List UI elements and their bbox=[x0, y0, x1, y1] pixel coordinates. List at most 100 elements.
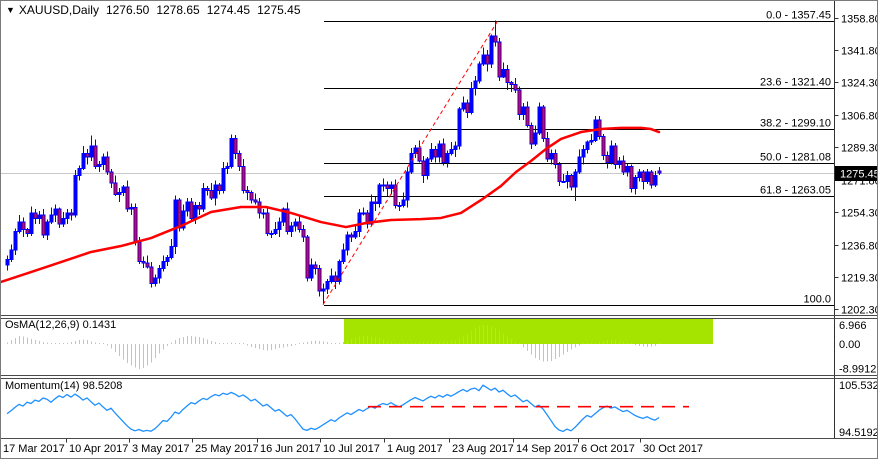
date-axis[interactable]: 17 Mar 2017 10 Apr 2017 3 May 2017 25 May 2… bbox=[1, 438, 703, 456]
candle-bull bbox=[157, 268, 162, 279]
candle-bull bbox=[429, 149, 434, 160]
candle-bull bbox=[81, 152, 86, 169]
candle-bear bbox=[93, 145, 98, 167]
candle-bear bbox=[245, 190, 250, 193]
candle-bull bbox=[449, 149, 454, 154]
candle-bull bbox=[341, 249, 346, 262]
candle-bear bbox=[137, 242, 142, 262]
fib-level-label: 23.6 - 1321.40 bbox=[760, 77, 831, 89]
candle-bull bbox=[229, 138, 234, 167]
candle-bull bbox=[169, 245, 174, 259]
candle-bull bbox=[501, 69, 506, 78]
candle-bull bbox=[413, 147, 418, 154]
candle-bear bbox=[557, 164, 562, 182]
date-axis-label: 3 May 2017 bbox=[132, 443, 189, 455]
candle-bull bbox=[457, 108, 462, 147]
candle-bull bbox=[477, 63, 482, 82]
candle-bear bbox=[441, 143, 446, 164]
price-axis-label: 1324.30 bbox=[841, 78, 878, 90]
candle-bear bbox=[505, 69, 510, 84]
osma-indicator-pane[interactable] bbox=[6, 319, 714, 369]
candle-bull bbox=[281, 208, 286, 223]
candlestick-series bbox=[5, 20, 662, 305]
candle-bull bbox=[337, 260, 342, 283]
candle-bull bbox=[353, 231, 358, 238]
candle-bull bbox=[469, 87, 474, 113]
candle-bear bbox=[249, 191, 254, 201]
candle-bull bbox=[269, 232, 274, 236]
candle-bull bbox=[161, 260, 166, 270]
candle-bull bbox=[45, 221, 50, 236]
candle-bull bbox=[29, 212, 34, 234]
date-axis-label: 17 Mar 2017 bbox=[3, 443, 65, 455]
candle-bear bbox=[569, 175, 574, 188]
candle-bull bbox=[401, 199, 406, 206]
candle-bear bbox=[141, 260, 146, 264]
candle-bull bbox=[537, 106, 542, 134]
candle-bull bbox=[489, 35, 494, 65]
candle-bull bbox=[261, 212, 266, 215]
price-axis[interactable]: 1358.801341.801324.301306.801289.301271.… bbox=[834, 1, 878, 439]
current-price-badge bbox=[835, 166, 877, 181]
candle-bear bbox=[57, 208, 62, 225]
candle-bear bbox=[197, 204, 202, 210]
candle-bear bbox=[525, 106, 530, 127]
candle-bull bbox=[53, 208, 58, 216]
osma-scale-label: -8.9912 bbox=[839, 364, 876, 376]
candle-bear bbox=[649, 171, 654, 186]
candle-bull bbox=[653, 175, 658, 186]
candle-bull bbox=[637, 171, 642, 179]
candle-bull bbox=[325, 281, 330, 290]
candle-bull bbox=[185, 201, 190, 212]
candle-bull bbox=[377, 184, 382, 205]
osma-scale-label: 6.966 bbox=[839, 320, 867, 332]
candle-bull bbox=[633, 177, 638, 190]
candle-bear bbox=[493, 35, 498, 43]
candle-bull bbox=[77, 167, 82, 177]
candle-bear bbox=[145, 262, 150, 268]
candle-bear bbox=[657, 170, 662, 174]
fib-trendline[interactable] bbox=[322, 20, 499, 305]
candle-bull bbox=[181, 210, 186, 229]
candle-bear bbox=[253, 199, 258, 203]
date-axis-label: 16 Jun 2017 bbox=[260, 443, 321, 455]
symbol-dropdown-icon[interactable]: ▼ bbox=[6, 5, 15, 15]
date-axis-label: 30 Oct 2017 bbox=[643, 443, 703, 455]
momentum-indicator-pane[interactable] bbox=[6, 384, 689, 433]
main-chart-pane[interactable]: 0.0 - 1357.45 23.6 - 1321.40 38.2 - 1299.1… bbox=[1, 10, 834, 306]
candle-bull bbox=[225, 165, 230, 169]
candle-bear bbox=[541, 106, 546, 140]
candle-bear bbox=[317, 268, 322, 292]
fib-level-label: 61.8 - 1263.05 bbox=[760, 185, 831, 197]
fib-level-label: 0.0 - 1357.45 bbox=[766, 10, 831, 22]
candle-bear bbox=[605, 154, 610, 164]
candle-bear bbox=[69, 212, 74, 216]
candle-bear bbox=[109, 171, 114, 184]
osma-scale-label: 0.00 bbox=[839, 339, 860, 351]
candle-bear bbox=[553, 152, 558, 166]
price-axis-label: 1289.30 bbox=[841, 143, 878, 155]
candle-bear bbox=[349, 234, 354, 238]
candle-bull bbox=[565, 175, 570, 182]
candle-bear bbox=[233, 138, 238, 154]
candle-bull bbox=[61, 218, 66, 225]
candle-bull bbox=[409, 152, 414, 173]
candle-bear bbox=[25, 229, 30, 234]
candle-bull bbox=[153, 277, 158, 285]
momentum-scale-label: 94.5192 bbox=[839, 427, 878, 439]
candle-bull bbox=[329, 275, 334, 283]
candle-bear bbox=[629, 165, 634, 190]
price-axis-label: 1254.30 bbox=[841, 208, 878, 220]
candle-bull bbox=[13, 231, 18, 251]
candle-bull bbox=[589, 139, 594, 143]
candle-bear bbox=[113, 182, 118, 195]
momentum-label: Momentum(14) 98.5208 bbox=[5, 380, 123, 392]
candle-bull bbox=[645, 171, 650, 182]
candle-bull bbox=[585, 141, 590, 151]
candle-bull bbox=[453, 145, 458, 151]
candle-bull bbox=[173, 199, 178, 247]
quote-open: 1276.50 bbox=[105, 3, 150, 17]
date-axis-label: 10 Apr 2017 bbox=[69, 443, 128, 455]
candle-bear bbox=[393, 184, 398, 206]
